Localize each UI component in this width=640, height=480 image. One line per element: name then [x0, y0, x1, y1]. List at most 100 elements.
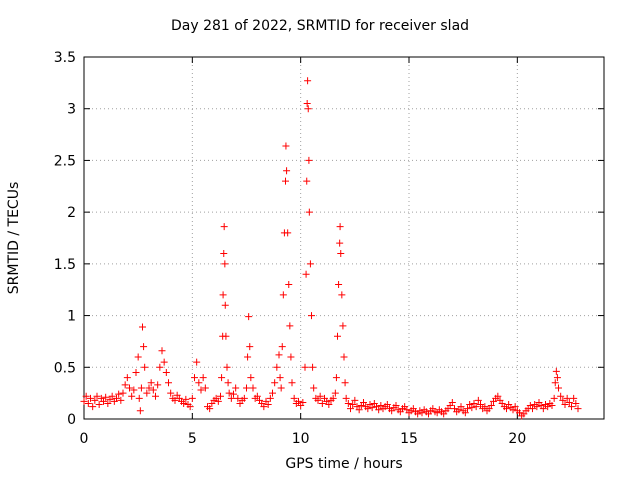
data-point	[550, 394, 558, 402]
y-tick-label: 3.5	[54, 50, 76, 66]
data-point	[135, 394, 143, 402]
data-point	[392, 402, 400, 410]
data-point	[360, 398, 367, 406]
data-point	[342, 394, 350, 402]
data-point	[318, 399, 326, 407]
data-point	[224, 379, 232, 387]
data-point	[115, 390, 123, 398]
data-point	[193, 358, 201, 366]
data-point	[240, 394, 248, 402]
data-point	[117, 396, 125, 404]
data-point	[551, 379, 559, 387]
data-point	[108, 392, 116, 400]
data-point	[126, 384, 133, 392]
data-point	[448, 398, 456, 406]
data-point	[561, 401, 569, 409]
chart-title: Day 281 of 2022, SRMTID for receiver sla…	[170, 18, 470, 34]
data-point	[130, 386, 138, 394]
data-point	[141, 363, 149, 371]
y-tick-label: 2	[67, 205, 76, 221]
data-point	[308, 312, 315, 320]
data-point	[145, 384, 153, 392]
x-tick-label: 20	[508, 431, 526, 447]
x-tick-label: 15	[400, 431, 418, 447]
data-point	[337, 250, 345, 258]
data-point	[195, 379, 203, 387]
data-point	[461, 409, 469, 417]
data-point	[383, 401, 391, 409]
data-point	[180, 399, 188, 407]
data-point	[304, 105, 312, 113]
y-tick-label: 3	[67, 102, 76, 118]
data-point	[273, 363, 281, 371]
data-point	[232, 384, 240, 392]
data-point	[477, 401, 484, 409]
data-point	[136, 407, 144, 415]
data-point	[269, 389, 276, 397]
data-point	[557, 392, 565, 400]
data-point	[344, 399, 352, 407]
data-point	[279, 291, 287, 299]
data-point	[84, 399, 92, 407]
data-point	[332, 374, 340, 382]
data-point	[89, 403, 97, 411]
data-point	[303, 177, 311, 185]
data-point	[349, 401, 357, 409]
data-point	[220, 223, 228, 231]
data-point	[264, 401, 272, 409]
data-point	[82, 392, 90, 400]
data-point	[244, 353, 252, 361]
data-point	[570, 394, 578, 402]
grid-lines	[84, 57, 604, 419]
y-tick-label: 1	[67, 309, 76, 325]
data-point	[137, 384, 145, 392]
data-point	[306, 260, 314, 268]
data-point	[305, 208, 313, 216]
data-point	[305, 156, 313, 164]
data-point	[247, 374, 255, 382]
data-point	[93, 392, 101, 400]
data-point	[287, 353, 295, 361]
data-point	[154, 381, 162, 389]
data-point	[565, 398, 573, 406]
data-point	[266, 394, 274, 402]
data-point	[160, 358, 168, 366]
data-point	[325, 401, 333, 409]
x-tick-label: 10	[292, 431, 310, 447]
data-point	[303, 100, 311, 108]
data-point	[468, 404, 476, 412]
data-point	[364, 405, 372, 413]
data-point	[188, 394, 196, 402]
data-point	[481, 403, 489, 411]
data-point	[286, 322, 294, 330]
data-point	[457, 403, 465, 411]
data-point	[284, 229, 292, 237]
data-point	[132, 368, 140, 376]
data-point	[221, 301, 229, 309]
data-point	[338, 291, 346, 299]
data-point	[246, 343, 254, 351]
data-point	[572, 399, 580, 407]
data-point	[143, 389, 151, 397]
y-axis-label: SRMTID / TECUs	[6, 181, 22, 295]
x-tick-label: 5	[188, 431, 197, 447]
data-point	[351, 396, 359, 404]
data-point	[223, 363, 231, 371]
y-tick-label: 0	[67, 412, 76, 428]
data-point	[220, 250, 228, 258]
data-point	[552, 367, 560, 375]
y-tick-label: 2.5	[54, 153, 76, 169]
data-point	[494, 392, 502, 400]
data-point	[340, 353, 348, 361]
data-point	[227, 394, 235, 402]
data-point	[335, 281, 343, 289]
data-point	[375, 406, 383, 414]
data-point	[128, 392, 136, 400]
data-point	[464, 405, 471, 413]
data-point	[574, 405, 582, 413]
data-point	[336, 223, 344, 231]
data-point	[147, 379, 155, 387]
data-point	[119, 389, 127, 397]
data-point	[197, 386, 205, 394]
